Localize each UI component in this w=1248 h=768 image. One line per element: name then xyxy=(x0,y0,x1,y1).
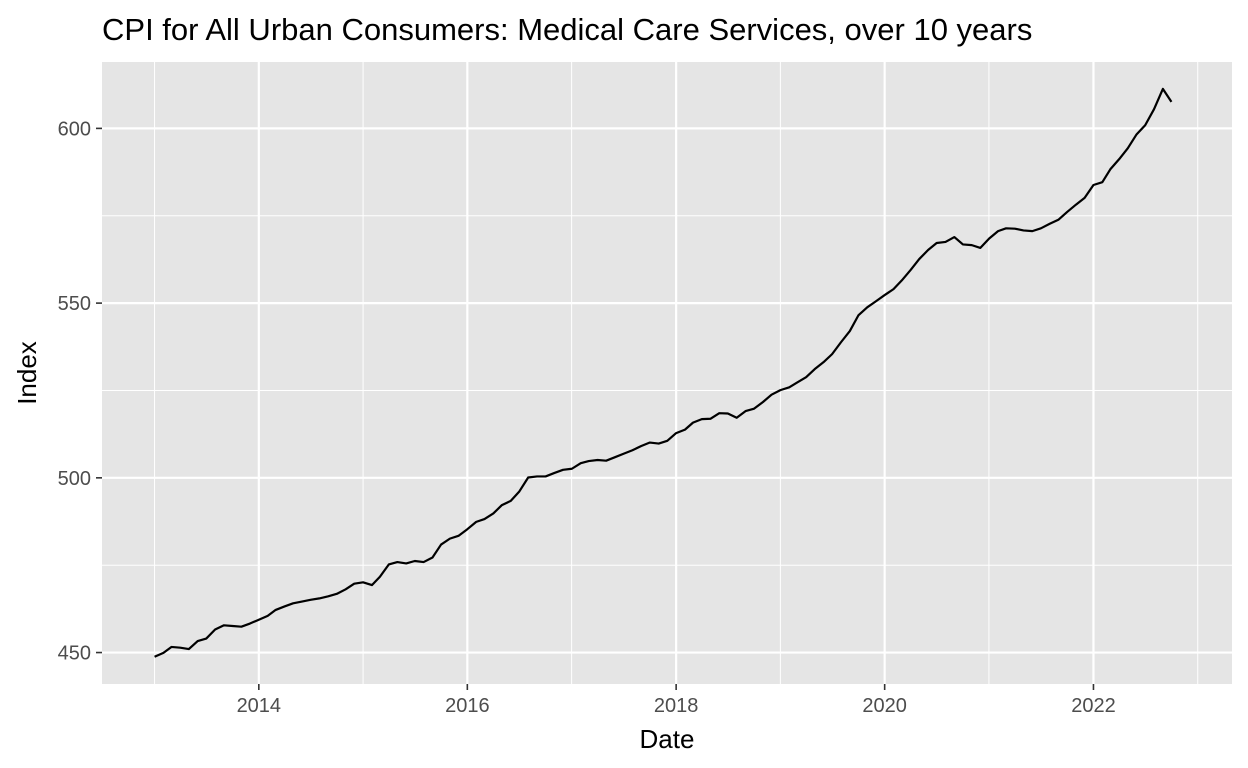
minor-gridlines xyxy=(102,62,1232,684)
y-tick-label: 550 xyxy=(58,293,91,315)
y-tick-label: 600 xyxy=(58,118,91,140)
y-tick-label: 450 xyxy=(58,643,91,665)
y-tick-label: 500 xyxy=(58,468,91,490)
series-layer xyxy=(154,87,1173,658)
major-gridlines xyxy=(102,62,1232,684)
x-tick-label: 2022 xyxy=(1071,695,1116,717)
x-tick-label: 2018 xyxy=(654,695,699,717)
axis-ticks xyxy=(96,127,1095,690)
x-axis-title: Date xyxy=(640,724,695,754)
y-axis-tick-labels: 450 500 550 600 xyxy=(58,118,91,664)
series-line xyxy=(154,87,1173,658)
chart-title: CPI for All Urban Consumers: Medical Car… xyxy=(102,12,1032,47)
x-tick-label: 2014 xyxy=(237,695,282,717)
x-axis-tick-labels: 2014 2016 2018 2020 2022 xyxy=(237,695,1116,717)
y-axis-title: Index xyxy=(12,341,42,405)
x-tick-label: 2020 xyxy=(862,695,907,717)
x-tick-label: 2016 xyxy=(445,695,490,717)
plot-panel xyxy=(102,62,1232,684)
